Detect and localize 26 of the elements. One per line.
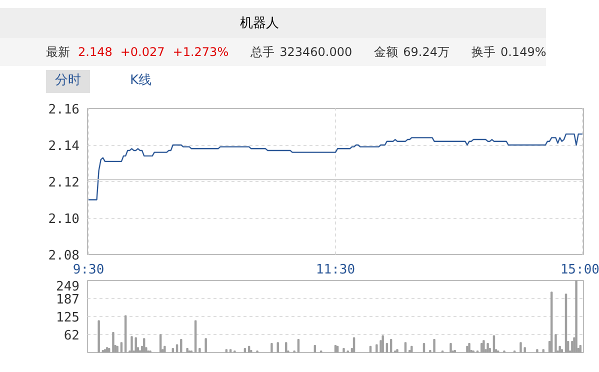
text: K线 (130, 72, 152, 90)
y-tick-label: 62 (64, 328, 80, 344)
text: 机器人 (240, 15, 279, 33)
text: 323460.000 (280, 45, 352, 59)
y-tick-label: 125 (56, 310, 80, 326)
text: 金额 (374, 45, 398, 59)
y-tick-label: 2.16 (48, 102, 80, 118)
text: +1.273% (172, 45, 229, 59)
y-tick-label: 2.14 (48, 139, 80, 154)
text: 69.24万 (403, 45, 450, 59)
y-tick-label: 187 (56, 292, 80, 308)
text: 分时 (46, 70, 90, 93)
text: 换手 (471, 45, 496, 59)
text: 最新 (46, 45, 70, 59)
text: 0.149% (500, 45, 546, 59)
x-tick-label: 15:00 (560, 262, 599, 278)
x-tick-label: 9:30 (72, 262, 104, 278)
y-tick-label: 2.08 (48, 248, 80, 264)
x-tick-label: 11:30 (316, 262, 356, 278)
y-tick-label: 2.10 (48, 212, 80, 227)
y-tick-label: 249 (56, 280, 80, 294)
text: +0.027 (120, 45, 165, 59)
text: 2.148 (78, 45, 112, 59)
line-series (88, 133, 584, 200)
y-tick-label: 2.12 (48, 176, 80, 190)
text: 总手 (250, 45, 275, 59)
